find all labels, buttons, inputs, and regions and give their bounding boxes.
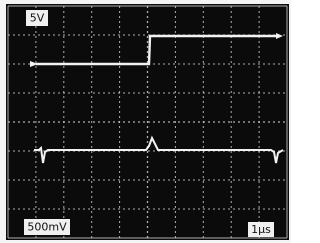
channel-1-scale: 5V: [30, 12, 45, 25]
oscilloscope-screen: 5V 500mV 1µs: [0, 0, 291, 243]
page: 5V 500mV 1µs (() => { const data = JSON.…: [0, 0, 291, 243]
channel-2-scale: 500mV: [27, 221, 67, 234]
timebase-scale: 1µs: [251, 223, 271, 236]
